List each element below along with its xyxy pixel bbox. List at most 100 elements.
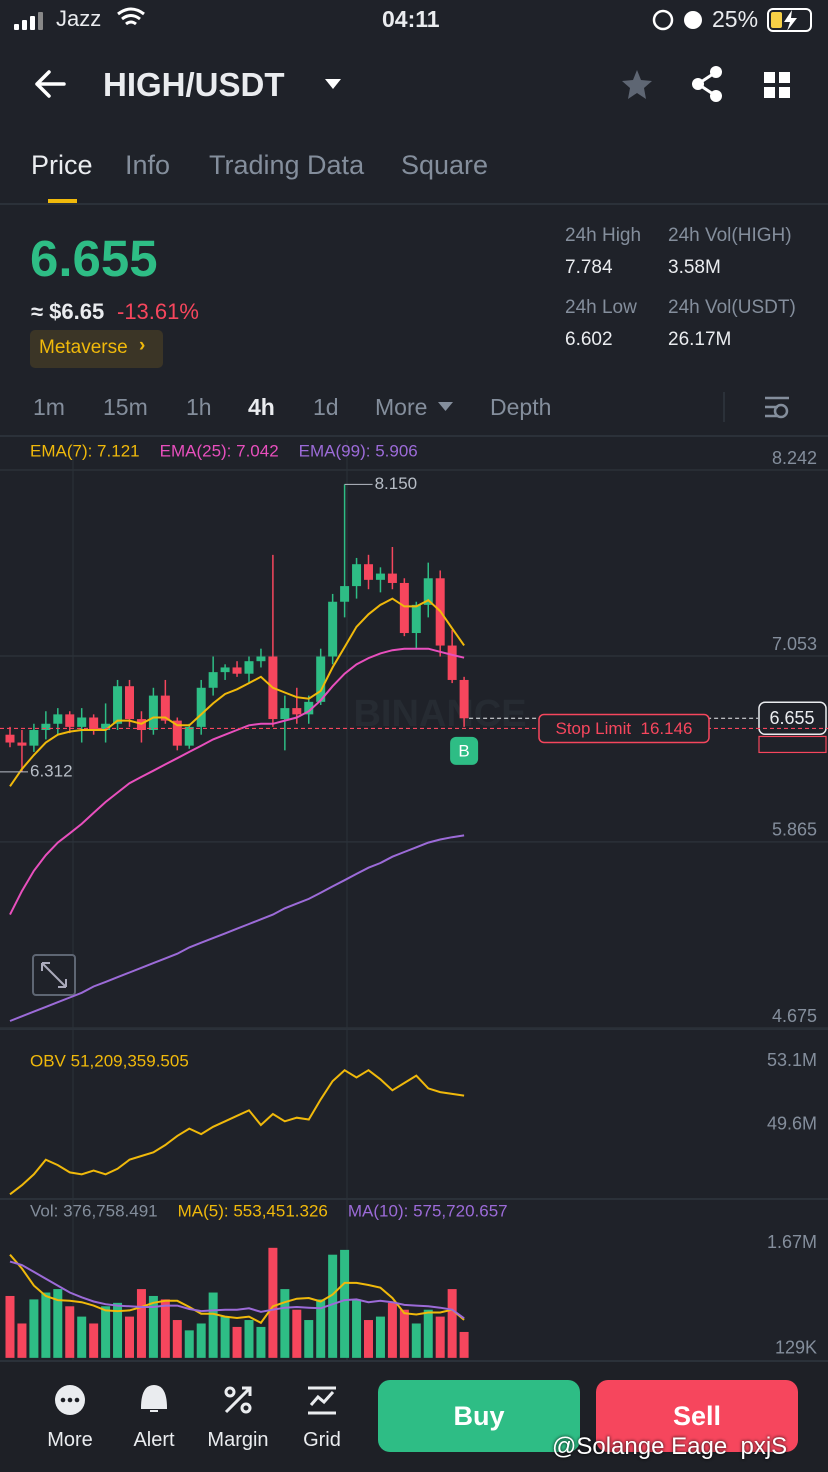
back-button[interactable]	[35, 70, 66, 98]
margin-icon	[224, 1386, 252, 1414]
layout-button[interactable]	[764, 72, 790, 98]
action-label[interactable]: Grid	[303, 1429, 341, 1451]
volume-bar	[29, 1299, 39, 1358]
signal-icon	[14, 12, 43, 30]
candle-body	[280, 708, 290, 720]
candle-body	[352, 564, 362, 587]
stat-value: 6.602	[565, 329, 613, 350]
candle-body	[184, 726, 194, 746]
volume-bar	[232, 1326, 242, 1358]
stat-label: 24h Low	[565, 297, 637, 318]
interval[interactable]: 15m	[103, 394, 148, 420]
stat-value: 26.17M	[668, 329, 732, 350]
usd-price: ≈ $6.65	[31, 299, 105, 324]
stat-label: 24h Vol(HIGH)	[668, 225, 792, 246]
volume-bar	[447, 1289, 457, 1358]
volume-bar	[292, 1309, 302, 1358]
candle-body	[387, 573, 397, 583]
candle-body	[304, 701, 314, 715]
favorite-button[interactable]	[622, 70, 652, 99]
ema-line	[9, 597, 465, 787]
battery-percent: 25%	[712, 6, 759, 32]
candle-body	[375, 573, 385, 580]
candle-body	[459, 679, 469, 719]
candle-body	[5, 734, 15, 743]
candle-body	[160, 695, 170, 721]
candle-body	[364, 564, 373, 580]
wifi-icon	[117, 7, 145, 26]
volume-bar	[328, 1254, 338, 1358]
pair-dropdown[interactable]	[325, 79, 341, 89]
tab[interactable]: Price	[31, 150, 93, 180]
interval[interactable]: 1d	[313, 394, 339, 420]
interval[interactable]: More	[375, 394, 428, 420]
y-tick-label: 53.1M	[767, 1050, 817, 1070]
pair-title[interactable]: HIGH/USDT	[103, 66, 285, 103]
watermark: @Solange Eage pxjS	[552, 1433, 788, 1460]
volume-bar	[89, 1323, 99, 1358]
volume-bar	[196, 1323, 206, 1358]
tab[interactable]: Info	[125, 150, 171, 180]
action-label[interactable]: Alert	[133, 1429, 175, 1451]
action-label[interactable]: Margin	[207, 1429, 269, 1451]
stat-label: 24h Vol(USDT)	[668, 297, 796, 318]
volume-bar	[411, 1323, 421, 1358]
volume-bar	[399, 1309, 409, 1358]
volume-bar	[316, 1299, 326, 1358]
volume-bar	[184, 1330, 194, 1358]
price-change: -13.61%	[117, 299, 199, 324]
fullscreen-icon	[41, 962, 67, 988]
candle-body	[244, 661, 254, 674]
candle-body	[113, 686, 123, 724]
candle-body	[148, 695, 158, 731]
tag-chip[interactable]	[30, 330, 163, 368]
volume-bar	[41, 1292, 51, 1358]
alarm-icon	[684, 11, 702, 29]
interval[interactable]: 4h	[248, 394, 275, 420]
volume-bar	[65, 1306, 75, 1358]
legend-entry: MA(5): 553,451.326	[178, 1201, 328, 1220]
y-tick-label: 1.67M	[767, 1232, 817, 1252]
charging-icon	[784, 10, 797, 31]
battery-icon	[767, 8, 812, 32]
action-label[interactable]: More	[47, 1429, 93, 1451]
candle-body	[125, 686, 134, 720]
obv-line	[9, 1068, 465, 1196]
interval[interactable]: Depth	[490, 394, 552, 420]
more-dropdown[interactable]	[438, 402, 453, 411]
volume-bar	[256, 1326, 266, 1358]
interval[interactable]: 1h	[186, 394, 212, 420]
legend-entry: EMA(7): 7.121	[30, 441, 140, 460]
y-tick-label: 7.053	[772, 634, 817, 654]
candle-body	[101, 723, 111, 731]
legend-entry: EMA(25): 7.042	[160, 441, 279, 460]
y-tick-label: 49.6M	[767, 1114, 817, 1134]
volume-bar	[17, 1323, 27, 1358]
legend-entry: MA(10): 575,720.657	[348, 1201, 508, 1220]
candle-body	[208, 672, 218, 688]
panel-title: Vol: 376,758.491	[30, 1201, 158, 1220]
sell-button[interactable]: Sell	[596, 1380, 798, 1452]
chart-settings[interactable]	[765, 396, 789, 419]
y-tick-label: 4.675	[772, 1006, 817, 1026]
volume-bar	[280, 1289, 290, 1358]
candle-body	[220, 667, 230, 673]
volume-bar	[148, 1295, 158, 1358]
interval[interactable]: 1m	[33, 394, 65, 420]
buy-button[interactable]: Buy	[378, 1380, 580, 1452]
volume-bar	[113, 1302, 123, 1358]
grid-icon	[308, 1386, 336, 1415]
tab[interactable]: Trading Data	[209, 150, 365, 180]
volume-bar	[160, 1299, 170, 1358]
tag-label[interactable]: Metaverse	[39, 337, 128, 358]
share-button[interactable]	[692, 66, 722, 102]
last-price-label: 6.655	[769, 708, 814, 728]
tab-indicator	[48, 199, 77, 203]
volume-bar	[352, 1299, 362, 1358]
panel-title: OBV 51,209,359.505	[30, 1051, 189, 1070]
candle-body	[447, 645, 457, 680]
volume-bar	[375, 1316, 385, 1358]
tab[interactable]: Square	[401, 150, 489, 180]
candle-body	[29, 730, 39, 746]
